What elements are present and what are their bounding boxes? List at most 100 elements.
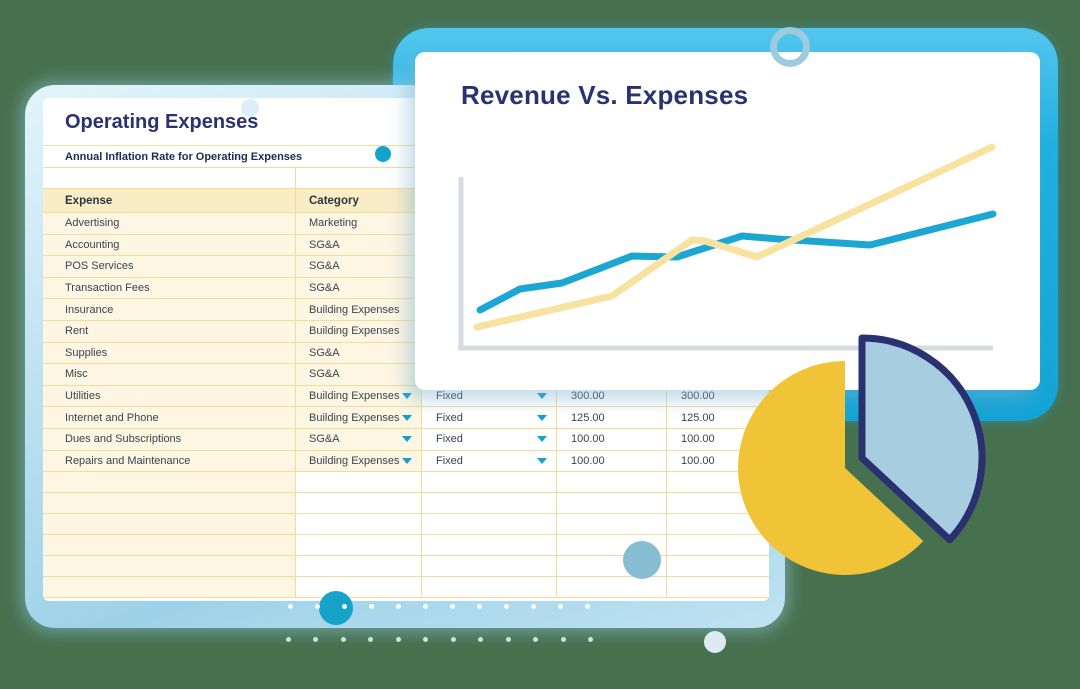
category-cell[interactable]: SG&A — [296, 342, 422, 364]
expense-cell[interactable]: Dues and Subscriptions — [43, 428, 296, 450]
table-cell[interactable] — [557, 472, 667, 493]
table-cell[interactable] — [557, 514, 667, 535]
dropdown-arrow-icon[interactable] — [537, 436, 547, 443]
table-row-empty — [43, 535, 769, 557]
teal-dot-row-dot — [450, 636, 456, 642]
table-row-empty — [43, 493, 769, 515]
table-cell[interactable] — [422, 535, 557, 556]
table-cell[interactable] — [296, 577, 422, 598]
type-cell[interactable]: Fixed — [422, 428, 557, 450]
ring-circle — [770, 27, 810, 67]
big-cyan-dot — [319, 591, 353, 625]
category-cell[interactable]: SG&A — [296, 234, 422, 256]
dropdown-arrow-icon[interactable] — [402, 457, 412, 464]
table-row: Advertising Marketing — [43, 213, 769, 235]
dropdown-arrow-icon[interactable] — [537, 457, 547, 464]
value-cell[interactable]: 100.00 — [557, 428, 667, 450]
line-chart — [458, 143, 997, 351]
dropdown-arrow-icon[interactable] — [537, 393, 547, 400]
category-cell[interactable]: Building Expenses — [296, 385, 422, 407]
table-cell[interactable] — [422, 493, 557, 514]
table-cell[interactable] — [422, 577, 557, 598]
table-cell[interactable] — [43, 493, 296, 514]
category-cell[interactable]: SG&A — [296, 428, 422, 450]
value-cell[interactable]: 300.00 — [557, 385, 667, 407]
table-cell[interactable] — [296, 493, 422, 514]
expense-cell[interactable]: Transaction Fees — [43, 277, 296, 299]
table-row-empty — [43, 577, 769, 599]
value-cell[interactable]: 300.00 — [681, 390, 715, 403]
table-cell[interactable] — [43, 577, 296, 598]
category-cell[interactable]: SG&A — [296, 256, 422, 277]
expense-cell[interactable]: Repairs and Maintenance — [43, 450, 296, 472]
expense-cell[interactable]: Insurance — [43, 299, 296, 320]
white-dot-row-dot — [584, 603, 590, 609]
dropdown-arrow-icon[interactable] — [402, 436, 412, 443]
column-header-category[interactable]: Category — [296, 189, 422, 212]
white-dot-row-dot — [422, 603, 428, 609]
teal-dot-row-dot — [588, 636, 593, 642]
type-cell[interactable]: Fixed — [422, 450, 557, 472]
table-row: Supplies SG&A — [43, 342, 769, 365]
table-cell[interactable] — [557, 577, 667, 598]
type-cell[interactable]: Fixed — [422, 385, 557, 407]
table-cell[interactable] — [43, 556, 296, 577]
column-header-expense[interactable]: Expense — [43, 189, 296, 212]
category-cell[interactable]: SG&A — [296, 277, 422, 299]
category-cell[interactable]: Building Expenses — [296, 299, 422, 320]
teal-dot-row-dot — [285, 636, 291, 642]
table-cell[interactable] — [43, 514, 296, 535]
sheet-title: Operating Expenses — [65, 111, 259, 133]
expense-cell[interactable]: Internet and Phone — [43, 407, 296, 428]
dropdown-arrow-icon[interactable] — [402, 393, 412, 400]
table-cell[interactable] — [296, 472, 422, 493]
table-cell[interactable] — [557, 535, 667, 556]
expense-cell[interactable]: Utilities — [43, 385, 296, 407]
table-cell[interactable] — [43, 535, 296, 556]
table-cell[interactable] — [422, 556, 557, 577]
category-cell[interactable]: Marketing — [296, 213, 422, 234]
table-cell[interactable] — [557, 493, 667, 514]
teal-dot-row-dot — [533, 636, 538, 642]
table-row: Accounting SG&A — [43, 234, 769, 257]
table-cell[interactable] — [422, 514, 557, 535]
value-cell[interactable]: 125.00 — [681, 411, 715, 424]
category-cell[interactable]: Building Expenses — [296, 320, 422, 342]
table-cell[interactable] — [296, 514, 422, 535]
white-dot-row-dot — [287, 603, 293, 609]
pie-slice-blue-exploded — [858, 334, 986, 544]
white-dot-row-dot — [314, 603, 320, 609]
category-cell[interactable]: Building Expenses — [296, 450, 422, 472]
pale-dot-bottom — [704, 631, 726, 653]
table-row-empty — [43, 472, 769, 494]
chart-card: Revenue Vs. Expenses — [415, 52, 1040, 390]
table-cell[interactable] — [43, 168, 296, 188]
table-cell[interactable] — [296, 556, 422, 577]
expense-cell[interactable]: Supplies — [43, 342, 296, 364]
dropdown-arrow-icon[interactable] — [402, 414, 412, 421]
category-cell[interactable]: SG&A — [296, 364, 422, 385]
white-dot-row-dot — [476, 603, 482, 609]
value-cell[interactable]: 100.00 — [681, 433, 715, 446]
table-cell[interactable] — [296, 168, 422, 188]
value-cell[interactable]: 125.00 — [557, 407, 667, 428]
category-cell[interactable]: Building Expenses — [296, 407, 422, 428]
teal-dot-row-dot — [478, 636, 483, 642]
dropdown-arrow-icon[interactable] — [537, 414, 547, 421]
table-row: Insurance Building Expenses — [43, 299, 769, 321]
table-cell[interactable] — [557, 556, 667, 577]
table-cell[interactable] — [43, 472, 296, 493]
expense-cell[interactable]: POS Services — [43, 256, 296, 277]
value-cell[interactable]: 100.00 — [557, 450, 667, 472]
value-cell[interactable]: 100.00 — [681, 454, 715, 467]
expense-cell[interactable]: Advertising — [43, 213, 296, 234]
type-cell[interactable]: Fixed — [422, 407, 557, 428]
table-cell[interactable] — [296, 535, 422, 556]
expense-cell[interactable]: Misc — [43, 364, 296, 385]
teal-dot-row-dot — [340, 636, 346, 642]
expense-cell[interactable]: Accounting — [43, 234, 296, 256]
expense-cell[interactable]: Rent — [43, 320, 296, 342]
table-cell[interactable] — [422, 472, 557, 493]
teal-dot-subtitle — [375, 146, 391, 162]
table-row: POS Services SG&A — [43, 256, 769, 278]
